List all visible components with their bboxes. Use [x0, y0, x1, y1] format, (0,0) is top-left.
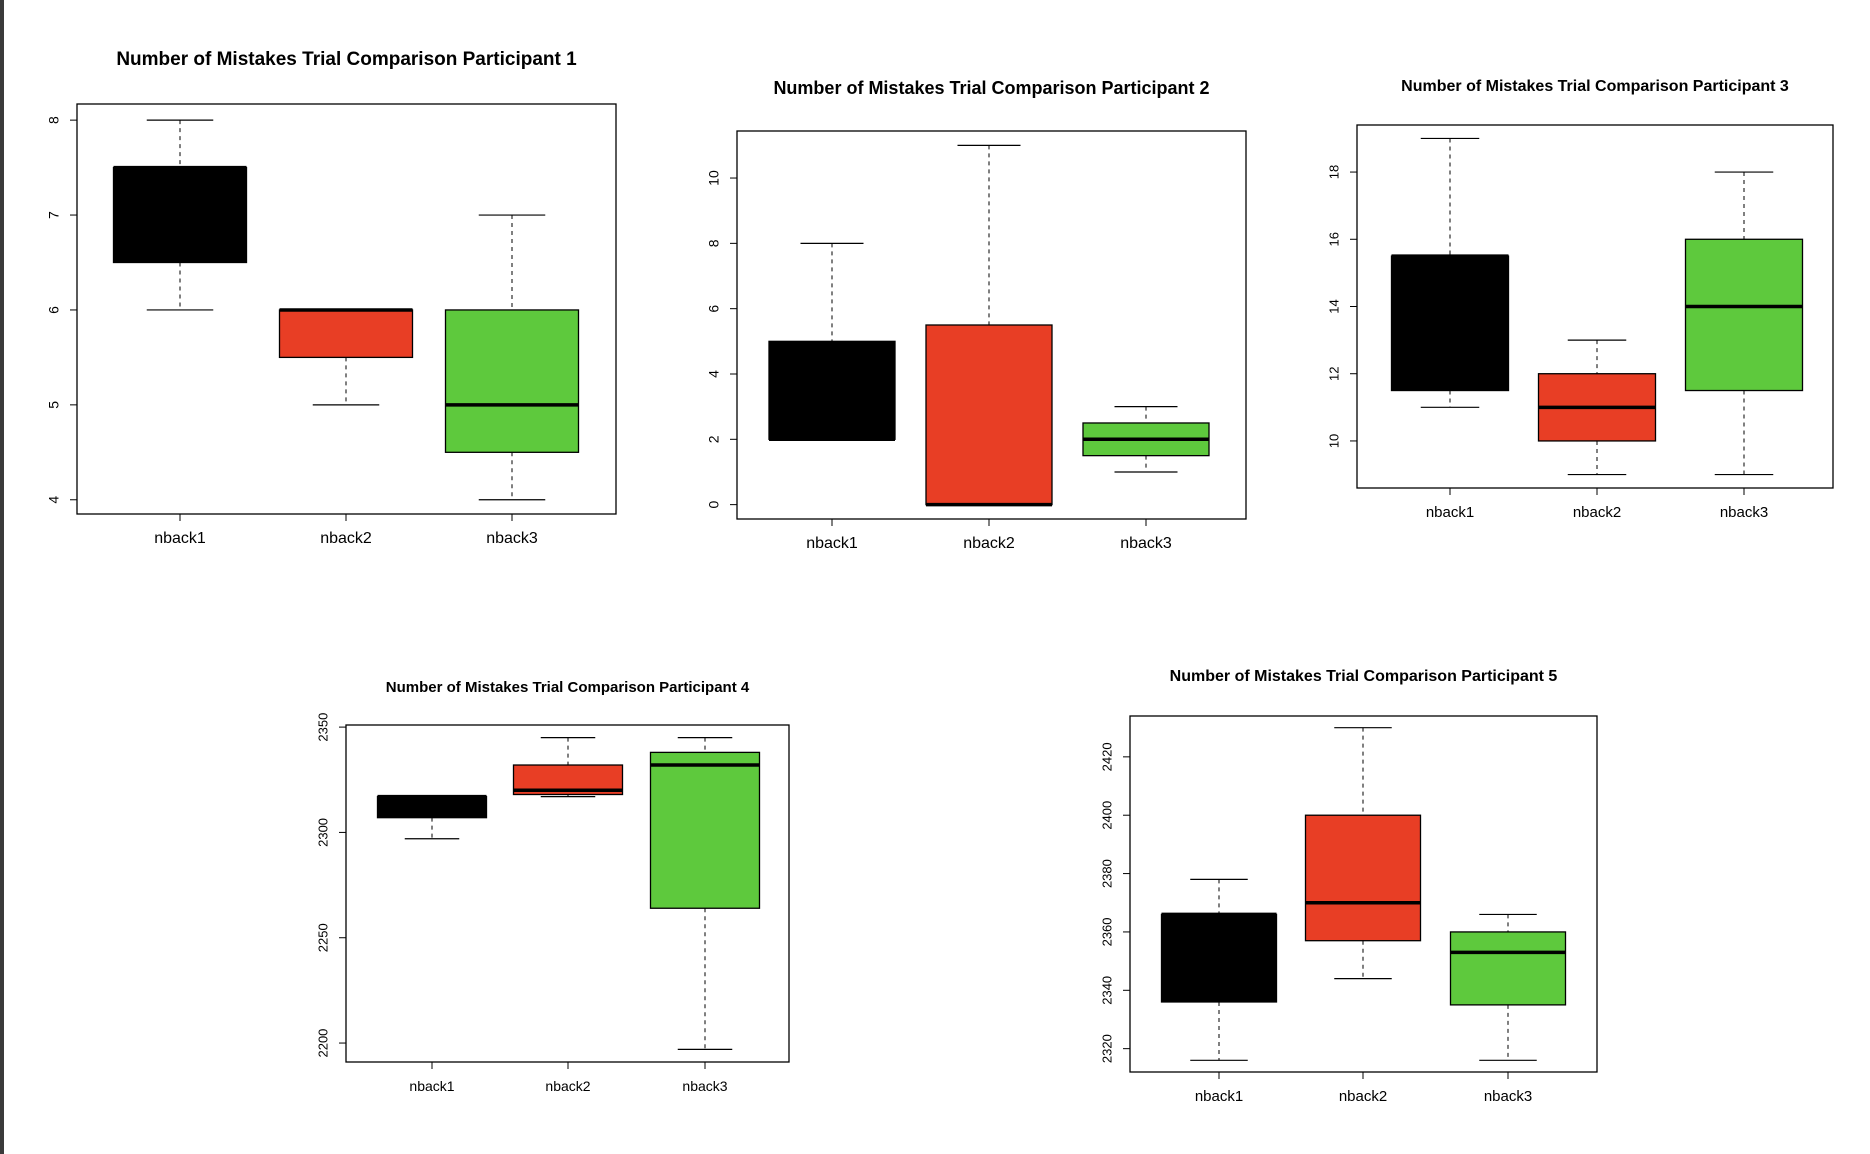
box-body	[1449, 931, 1567, 1006]
y-tick-label: 5	[46, 401, 62, 409]
box-nback3: nback3	[649, 737, 761, 1094]
x-tick-label: nback1	[806, 535, 858, 552]
x-tick-label: nback1	[154, 530, 206, 547]
y-tick-label: 2350	[315, 713, 330, 742]
x-tick-label: nback3	[1720, 504, 1768, 521]
x-tick-label: nback3	[682, 1078, 727, 1094]
y-tick-label: 2380	[1099, 859, 1114, 888]
box-body	[1684, 238, 1804, 392]
y-tick-label: 2400	[1099, 801, 1114, 830]
box-nback1: nback1	[112, 119, 248, 547]
y-tick-label: 2340	[1099, 976, 1114, 1005]
box-nback3: nback3	[1449, 913, 1567, 1105]
y-tick-label: 4	[706, 370, 722, 378]
box-nback1: nback1	[1160, 878, 1278, 1105]
box-body	[1160, 913, 1278, 1003]
x-tick-label: nback3	[486, 530, 538, 547]
box-body	[768, 340, 896, 440]
y-tick-label: 6	[46, 306, 62, 314]
box-body	[1390, 255, 1510, 392]
y-tick-label: 8	[706, 239, 722, 247]
y-tick-label: 18	[1326, 165, 1341, 179]
box-nback3: nback3	[1082, 406, 1210, 552]
x-tick-label: nback3	[1484, 1088, 1532, 1105]
plot-frame	[736, 130, 1247, 520]
box-nback1: nback1	[376, 794, 488, 1094]
y-tick-label: 12	[1326, 366, 1341, 380]
y-tick-label: 6	[706, 305, 722, 313]
y-tick-label: 2320	[1099, 1034, 1114, 1063]
y-tick-label: 7	[46, 211, 62, 219]
x-tick-label: nback1	[1195, 1088, 1243, 1105]
chart-participant-2: Number of Mistakes Trial Comparison Part…	[706, 78, 1247, 552]
x-tick-label: nback2	[963, 535, 1015, 552]
y-tick-label: 10	[1326, 434, 1341, 448]
box-body	[649, 751, 761, 909]
x-tick-label: nback2	[320, 530, 372, 547]
y-tick-label: 10	[706, 170, 722, 186]
box-body	[376, 795, 488, 819]
box-body	[278, 309, 414, 359]
box-body	[1304, 814, 1422, 942]
chart-title: Number of Mistakes Trial Comparison Part…	[1170, 668, 1558, 685]
y-tick-label: 16	[1326, 232, 1341, 246]
chart-participant-3: Number of Mistakes Trial Comparison Part…	[1326, 78, 1834, 521]
y-tick-label: 0	[706, 501, 722, 509]
y-tick-label: 8	[46, 116, 62, 124]
chart-participant-5: Number of Mistakes Trial Comparison Part…	[1099, 668, 1598, 1105]
chart-title: Number of Mistakes Trial Comparison Part…	[116, 49, 577, 70]
chart-title: Number of Mistakes Trial Comparison Part…	[1401, 78, 1789, 95]
y-tick-label: 2250	[315, 923, 330, 952]
box-nback3: nback3	[1684, 171, 1804, 521]
box-nback3: nback3	[444, 214, 580, 547]
left-border	[0, 0, 4, 1154]
x-tick-label: nback1	[409, 1078, 454, 1094]
x-tick-label: nback3	[1120, 535, 1172, 552]
chart-title: Number of Mistakes Trial Comparison Part…	[773, 78, 1209, 98]
box-nback2: nback2	[278, 308, 414, 547]
y-tick-label: 2360	[1099, 917, 1114, 946]
box-nback1: nback1	[768, 242, 896, 552]
x-tick-label: nback2	[1573, 504, 1621, 521]
y-tick-label: 2300	[315, 818, 330, 847]
box-body	[925, 324, 1053, 506]
box-body	[444, 309, 580, 453]
chart-participant-4: Number of Mistakes Trial Comparison Part…	[315, 679, 790, 1094]
box-nback2: nback2	[925, 144, 1053, 552]
x-tick-label: nback1	[1426, 504, 1474, 521]
box-nback2: nback2	[512, 737, 624, 1094]
y-tick-label: 2420	[1099, 742, 1114, 771]
chart-participant-1: Number of Mistakes Trial Comparison Part…	[46, 49, 617, 547]
x-tick-label: nback2	[1339, 1088, 1387, 1105]
box-nback2: nback2	[1537, 339, 1657, 521]
x-tick-label: nback2	[545, 1078, 590, 1094]
y-tick-label: 14	[1326, 299, 1341, 313]
y-tick-label: 2	[706, 435, 722, 443]
box-nback2: nback2	[1304, 727, 1422, 1105]
box-nback1: nback1	[1390, 137, 1510, 521]
box-body	[112, 166, 248, 264]
y-tick-label: 4	[46, 496, 62, 504]
chart-title: Number of Mistakes Trial Comparison Part…	[386, 679, 750, 696]
y-tick-label: 2200	[315, 1029, 330, 1058]
